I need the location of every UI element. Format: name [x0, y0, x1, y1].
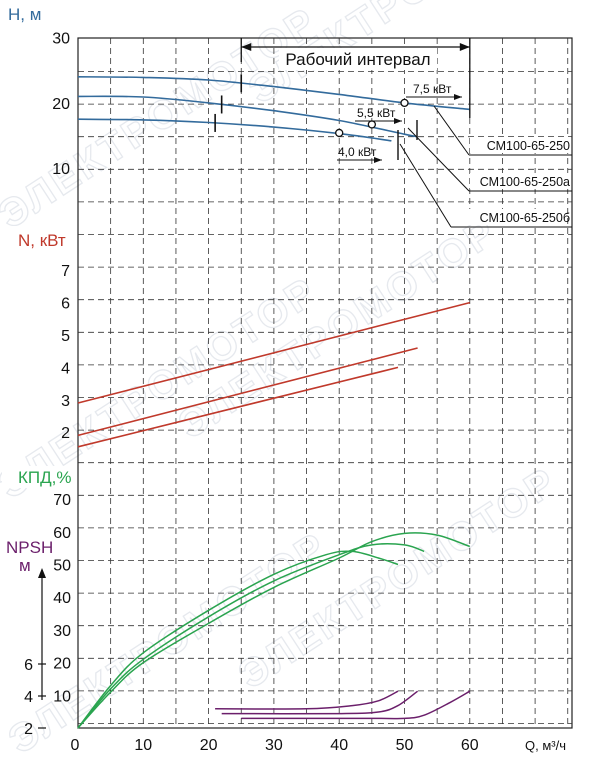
power-underline-arrow-2 [394, 118, 402, 124]
power-point-3 [335, 128, 344, 138]
interval-label-bg [279, 48, 437, 70]
series-tag-leader-3 [399, 143, 452, 228]
interval-label: Рабочий интервал [285, 50, 430, 69]
eff-tick-50: 50 [53, 558, 71, 575]
npsh-label-bg [2, 536, 46, 580]
npsh-axis-label: NPSH [6, 538, 53, 557]
eff-label-bg [2, 466, 76, 488]
efficiency-curve-1 [77, 532, 471, 729]
series-tag-3: СМ100-65-250б [480, 211, 570, 225]
eff-tick-60: 60 [53, 525, 71, 542]
head-tick-30: 30 [52, 31, 70, 48]
npsh-axis-unit: м [19, 556, 31, 575]
eff-tick-40: 40 [53, 590, 71, 607]
series-tag-bg-1 [470, 137, 571, 153]
series-tag-bg-2 [470, 173, 571, 189]
x-tick-60: 60 [461, 737, 479, 754]
power-tick-2: 2 [61, 425, 70, 442]
x-tick-10: 10 [134, 737, 152, 754]
head-tick-20: 20 [52, 96, 70, 113]
head-curve-2 [77, 95, 418, 138]
head-tick-10: 10 [52, 161, 70, 178]
power-axis-label: N, кВт [18, 231, 66, 250]
npsh-tick-2: 2 [24, 721, 33, 738]
series-tag-leader-1 [433, 105, 470, 156]
eff-tick-10: 10 [53, 688, 71, 705]
eff-tick-70: 70 [53, 492, 71, 509]
efficiency-curve-2 [77, 543, 425, 729]
power-point-2 [367, 120, 377, 129]
power-tick-5: 5 [61, 328, 70, 345]
curves [77, 74, 471, 729]
power-curve-3 [77, 366, 399, 448]
npsh-curve-1 [241, 690, 471, 720]
series-tag-2: СМ100-65-250а [480, 175, 570, 189]
grid [77, 37, 573, 729]
power-point-label-3: 4,0 кВт [338, 145, 377, 159]
x-tick-20: 20 [200, 737, 218, 754]
power-tick-4: 4 [61, 360, 70, 377]
power-tick-3: 3 [61, 393, 70, 410]
head-axis-label: H, м [8, 5, 41, 24]
efficiency-curve-3 [77, 550, 399, 729]
x-axis-label: Q, м³/ч [525, 738, 566, 753]
eff-tick-20: 20 [53, 656, 71, 673]
power-tick-6: 6 [61, 296, 70, 313]
power-tick-7: 7 [61, 263, 70, 280]
npsh-curve-3 [215, 690, 399, 710]
npsh-tick-6: 6 [24, 657, 33, 674]
interval-arrow-right [459, 43, 470, 51]
series-tag-leader-2 [407, 127, 470, 192]
series-tag-1: СМ100-65-250 [487, 139, 570, 153]
power-underline-arrow-1 [454, 94, 462, 100]
power-underline-arrow-3 [374, 157, 382, 163]
npsh-tick-4: 4 [24, 689, 33, 706]
interval-arrow-left [241, 43, 252, 51]
efficiency-axis-label: КПД,% [18, 468, 71, 487]
x-tick-0: 0 [71, 737, 80, 754]
power-point-label-2: 5,5 кВт [357, 106, 396, 120]
axis-labels: 0 10 20 30 40 50 60 Q, м³/ч H, м 10 20 30 N, кВт 2 3 4 5… [2, 5, 566, 754]
npsh-axis-arrow [38, 568, 46, 578]
x-tick-40: 40 [330, 737, 348, 754]
power-point-1 [400, 98, 409, 108]
annotations: Рабочий интервал 7,5 кВт 5,5 кВт 4,0 кВт СМ1… [240, 38, 572, 228]
plot-frame [77, 37, 573, 729]
x-tick-30: 30 [265, 737, 283, 754]
npsh-curve-2 [221, 690, 419, 715]
x-tick-50: 50 [396, 737, 414, 754]
power-label-bg [2, 226, 72, 248]
eff-tick-30: 30 [53, 623, 71, 640]
series-tag-bg-3 [452, 209, 553, 225]
power-curve-1 [77, 301, 470, 404]
power-point-label-1: 7,5 кВт [413, 82, 452, 96]
power-curve-2 [77, 347, 418, 437]
